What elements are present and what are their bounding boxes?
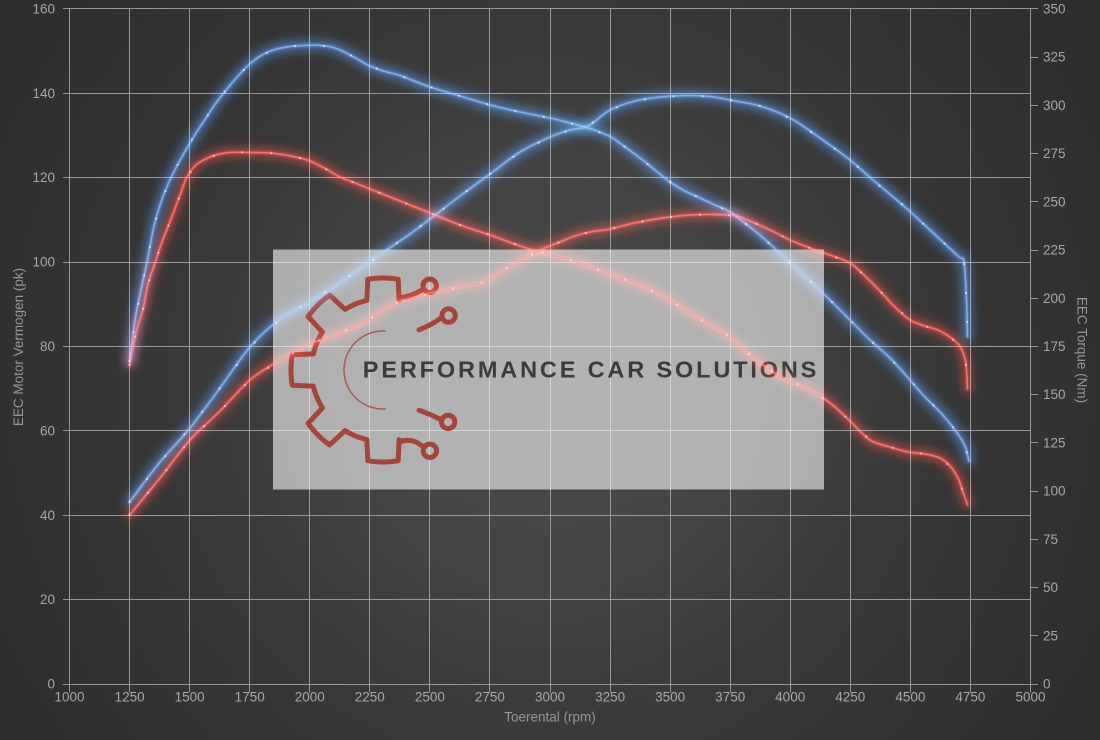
svg-text:0: 0 <box>47 677 55 692</box>
svg-text:140: 140 <box>32 86 55 101</box>
svg-text:275: 275 <box>1043 146 1066 161</box>
svg-text:1000: 1000 <box>54 690 84 705</box>
svg-text:PERFORMANCE CAR SOLUTIONS: PERFORMANCE CAR SOLUTIONS <box>363 357 819 383</box>
svg-text:100: 100 <box>1043 484 1066 499</box>
svg-text:4000: 4000 <box>775 690 805 705</box>
svg-text:25: 25 <box>1043 628 1058 643</box>
svg-text:2750: 2750 <box>475 690 505 705</box>
svg-text:350: 350 <box>1043 2 1066 17</box>
svg-text:Toerental (rpm): Toerental (rpm) <box>504 710 596 725</box>
svg-text:200: 200 <box>1043 291 1066 306</box>
svg-text:1250: 1250 <box>115 690 145 705</box>
svg-text:160: 160 <box>32 2 55 17</box>
svg-text:150: 150 <box>1043 387 1066 402</box>
svg-text:1500: 1500 <box>175 690 205 705</box>
svg-text:40: 40 <box>40 508 55 523</box>
svg-text:4750: 4750 <box>955 690 985 705</box>
svg-text:80: 80 <box>40 339 55 354</box>
svg-text:4500: 4500 <box>895 690 925 705</box>
svg-text:60: 60 <box>40 423 55 438</box>
svg-text:300: 300 <box>1043 98 1066 113</box>
svg-text:50: 50 <box>1043 580 1058 595</box>
svg-text:2500: 2500 <box>415 690 445 705</box>
svg-text:325: 325 <box>1043 50 1066 65</box>
svg-text:100: 100 <box>32 255 55 270</box>
svg-text:120: 120 <box>32 170 55 185</box>
svg-text:1750: 1750 <box>235 690 265 705</box>
svg-text:0: 0 <box>1043 677 1051 692</box>
svg-text:225: 225 <box>1043 243 1066 258</box>
svg-text:125: 125 <box>1043 435 1066 450</box>
svg-text:20: 20 <box>40 592 55 607</box>
svg-text:175: 175 <box>1043 339 1066 354</box>
svg-text:3500: 3500 <box>655 690 685 705</box>
svg-text:EEC Motor Vermogen (pk): EEC Motor Vermogen (pk) <box>11 268 26 426</box>
svg-text:4250: 4250 <box>835 690 865 705</box>
svg-text:75: 75 <box>1043 532 1058 547</box>
svg-text:3750: 3750 <box>715 690 745 705</box>
svg-text:2250: 2250 <box>355 690 385 705</box>
svg-text:EEC Torque (Nm): EEC Torque (Nm) <box>1075 297 1090 403</box>
svg-text:250: 250 <box>1043 194 1066 209</box>
svg-text:3000: 3000 <box>535 690 565 705</box>
svg-text:2000: 2000 <box>295 690 325 705</box>
svg-text:5000: 5000 <box>1015 690 1045 705</box>
svg-text:3250: 3250 <box>595 690 625 705</box>
